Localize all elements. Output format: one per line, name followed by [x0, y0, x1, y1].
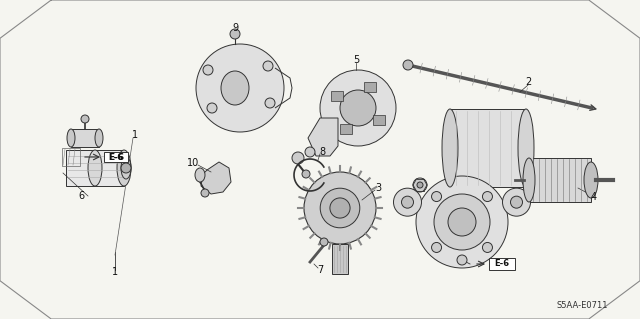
Bar: [372, 115, 385, 125]
Text: 2: 2: [525, 77, 531, 87]
Circle shape: [265, 98, 275, 108]
Circle shape: [416, 176, 508, 268]
Circle shape: [81, 115, 89, 123]
Circle shape: [305, 147, 315, 157]
Ellipse shape: [523, 158, 535, 202]
Circle shape: [340, 90, 376, 126]
Ellipse shape: [584, 162, 598, 198]
Text: E-6: E-6: [108, 152, 124, 161]
Text: 7: 7: [317, 265, 323, 275]
Polygon shape: [332, 244, 348, 274]
Circle shape: [431, 242, 442, 252]
Circle shape: [330, 198, 350, 218]
Ellipse shape: [88, 150, 102, 186]
Circle shape: [483, 191, 492, 202]
Bar: [332, 91, 343, 101]
Text: 3: 3: [375, 183, 381, 193]
Bar: [489, 258, 515, 270]
Circle shape: [483, 242, 492, 252]
Bar: [104, 152, 128, 162]
Circle shape: [457, 255, 467, 265]
Circle shape: [320, 238, 328, 246]
Text: 5: 5: [353, 55, 359, 65]
Circle shape: [413, 178, 427, 192]
Text: 6: 6: [78, 191, 84, 201]
Polygon shape: [308, 118, 338, 156]
Ellipse shape: [67, 129, 75, 147]
Bar: [340, 124, 352, 134]
Ellipse shape: [442, 109, 458, 187]
Bar: [66, 150, 124, 186]
Text: 1: 1: [132, 130, 138, 140]
Circle shape: [448, 208, 476, 236]
Text: 1: 1: [112, 267, 118, 277]
Circle shape: [302, 170, 310, 178]
Circle shape: [263, 61, 273, 71]
Circle shape: [230, 29, 240, 39]
Circle shape: [417, 182, 423, 188]
Circle shape: [201, 189, 209, 197]
Bar: [364, 82, 376, 92]
Circle shape: [394, 188, 422, 216]
Circle shape: [196, 44, 284, 132]
Circle shape: [304, 172, 376, 244]
Circle shape: [203, 65, 213, 75]
Bar: [450, 109, 526, 187]
Ellipse shape: [121, 157, 131, 179]
Ellipse shape: [117, 150, 131, 186]
Circle shape: [403, 60, 413, 70]
Text: S5AA-E0711: S5AA-E0711: [557, 300, 608, 309]
Circle shape: [502, 188, 531, 216]
Ellipse shape: [518, 109, 534, 187]
Circle shape: [401, 196, 413, 208]
Circle shape: [511, 196, 522, 208]
Bar: [71, 129, 99, 147]
Bar: [529, 158, 591, 202]
Circle shape: [121, 163, 131, 173]
Text: 10: 10: [187, 158, 199, 168]
Circle shape: [431, 191, 442, 202]
Circle shape: [320, 70, 396, 146]
Text: E-6: E-6: [495, 259, 509, 269]
Text: 9: 9: [232, 23, 238, 33]
Circle shape: [292, 152, 304, 164]
Bar: [62, 148, 80, 166]
Circle shape: [320, 188, 360, 228]
Text: 4: 4: [591, 192, 597, 202]
Circle shape: [434, 194, 490, 250]
Ellipse shape: [195, 168, 205, 182]
Text: 8: 8: [319, 147, 325, 157]
Text: E-6: E-6: [108, 152, 124, 161]
Polygon shape: [201, 162, 231, 194]
Circle shape: [207, 103, 217, 113]
Ellipse shape: [221, 71, 249, 105]
Ellipse shape: [95, 129, 103, 147]
